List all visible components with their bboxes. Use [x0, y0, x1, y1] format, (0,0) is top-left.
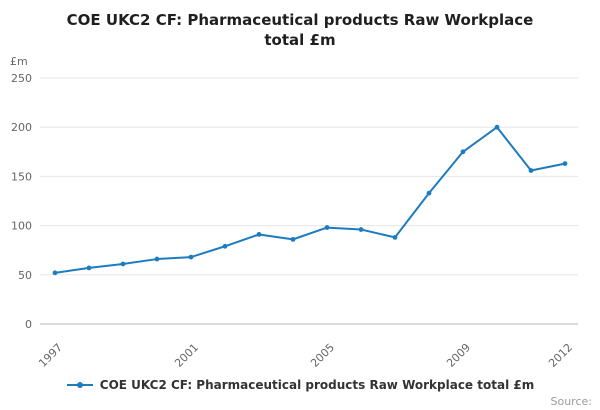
data-point: [222, 243, 228, 249]
y-tick-label: 100: [11, 220, 32, 233]
data-point: [290, 236, 296, 242]
data-point: [562, 161, 568, 167]
data-point: [392, 235, 398, 240]
y-tick-label: 250: [11, 72, 32, 85]
legend-item[interactable]: COE UKC2 CF: Pharmaceutical products Raw…: [0, 378, 600, 392]
y-tick-label: 50: [18, 269, 32, 282]
chart-plot-area: 0 50 100 150 200 250 1997 2001 2005 2009 2012: [11, 72, 578, 370]
data-point: [494, 124, 500, 130]
data-line: [54, 126, 566, 274]
data-point: [86, 265, 92, 271]
y-tick-label: 200: [11, 121, 32, 134]
legend-line-marker-icon: [66, 382, 93, 388]
x-tick-label: 2009: [444, 341, 473, 370]
data-point: [324, 225, 330, 230]
data-point: [188, 254, 194, 260]
data-point: [52, 270, 58, 276]
y-tick-label: 150: [11, 170, 32, 183]
x-tick-label: 2012: [546, 341, 575, 370]
data-point: [426, 190, 432, 196]
x-tick-label: 2005: [308, 341, 337, 370]
source-label: Source:: [550, 395, 593, 408]
data-point: [120, 261, 126, 267]
data-point: [256, 232, 262, 237]
data-point: [528, 168, 534, 173]
x-tick-label: 1997: [36, 341, 65, 370]
legend-label: COE UKC2 CF: Pharmaceutical products Raw…: [99, 378, 535, 392]
y-tick-label: 0: [25, 318, 32, 331]
x-tick-label: 2001: [172, 341, 201, 370]
data-point: [460, 149, 466, 155]
chart-title: COE UKC2 CF: Pharmaceutical products Raw…: [66, 11, 534, 50]
data-point: [154, 256, 160, 262]
y-axis-unit-label: £m: [10, 55, 28, 68]
data-point: [358, 227, 364, 232]
